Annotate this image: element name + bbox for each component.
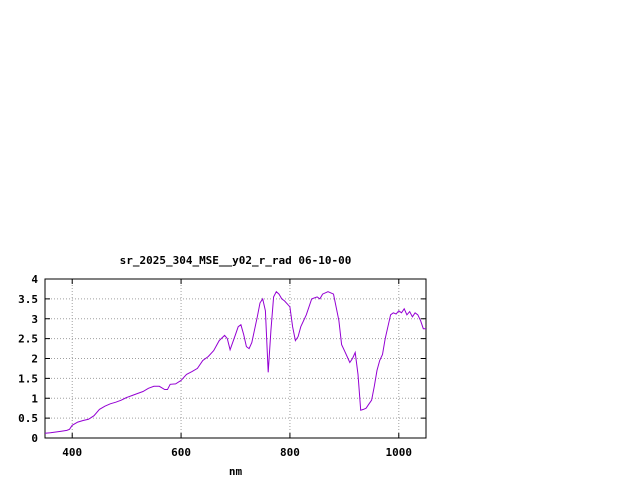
y-tick-label: 2 xyxy=(31,353,38,366)
y-tick-label: 0.5 xyxy=(18,412,38,425)
y-tick-label: 1.5 xyxy=(18,372,38,385)
y-tick-label: 1 xyxy=(31,392,38,405)
y-tick-label: 4 xyxy=(31,273,38,286)
y-tick-label: 2.5 xyxy=(18,333,38,346)
x-tick-label: 800 xyxy=(280,446,300,459)
x-tick-label: 1000 xyxy=(386,446,413,459)
x-tick-label: 400 xyxy=(62,446,82,459)
grid xyxy=(45,279,426,438)
series-line xyxy=(44,290,426,434)
ticks: 0 0.5 1 1.5 2 2.5 3 3.5 4 400 600 800 1000 xyxy=(18,273,426,459)
x-axis-label: nm xyxy=(229,465,243,478)
y-tick-label: 3.5 xyxy=(18,293,38,306)
chart-title: sr_2025_304_MSE__y02_r_rad 06-10-00 xyxy=(120,254,352,267)
x-tick-label: 600 xyxy=(171,446,191,459)
y-tick-label: 0 xyxy=(31,432,38,445)
y-tick-label: 3 xyxy=(31,313,38,326)
